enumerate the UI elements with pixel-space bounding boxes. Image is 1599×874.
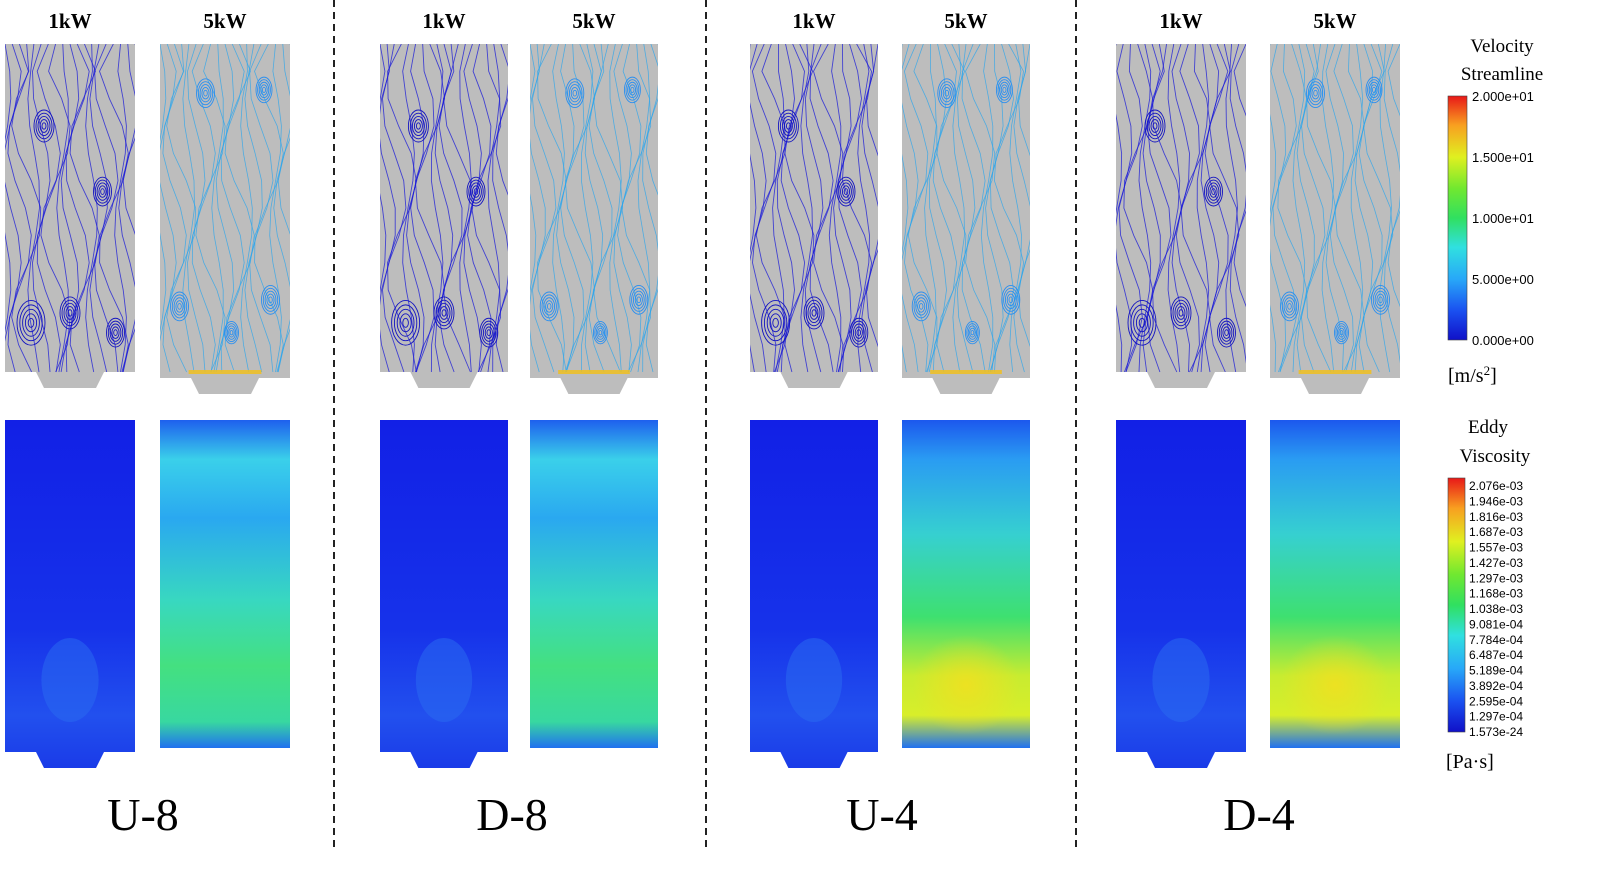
velocity-colorbar xyxy=(1447,95,1468,341)
eddy-panel-d-8-high xyxy=(530,420,658,748)
eddy-panel-u-4-low xyxy=(750,420,878,768)
case-label-u-4: U-4 xyxy=(846,789,918,840)
eddy-tick-label: 2.595e-04 xyxy=(1469,694,1523,708)
col-label-d-8-low: 1kW xyxy=(422,9,465,33)
case-labels: U-8 D-8 U-4 D-4 xyxy=(107,789,1295,840)
col-label-d-8-high: 5kW xyxy=(572,9,615,33)
col-label-u-4-high: 5kW xyxy=(944,9,987,33)
eddy-tick-label: 1.946e-03 xyxy=(1469,494,1523,508)
eddy-ticks: 2.076e-031.946e-03 1.816e-031.687e-03 1.55… xyxy=(1469,479,1523,739)
velocity-tick-label: 1.000e+01 xyxy=(1472,211,1534,226)
velocity-tick-label: 2.000e+01 xyxy=(1472,89,1534,104)
eddy-colorbar xyxy=(1447,477,1466,733)
eddy-tick-label: 1.297e-04 xyxy=(1469,710,1523,724)
velocity-legend: Velocity Streamline 2.000e+01 1.500e+01 1.… xyxy=(1447,36,1543,388)
eddy-tick-label: 2.076e-03 xyxy=(1469,479,1523,493)
col-label-d-4-low: 1kW xyxy=(1159,9,1202,33)
separators xyxy=(333,0,1077,850)
streamline-panel-d-4-low xyxy=(1116,44,1246,388)
panels xyxy=(5,44,1400,768)
eddy-tick-label: 5.189e-04 xyxy=(1469,664,1523,678)
eddy-panel-u-8-high xyxy=(160,420,290,748)
eddy-tick-label: 1.573e-24 xyxy=(1469,725,1523,739)
eddy-tick-label: 1.816e-03 xyxy=(1469,510,1523,524)
eddy-legend-unit: [Pa·s] xyxy=(1446,751,1494,773)
eddy-tick-label: 3.892e-04 xyxy=(1469,679,1523,693)
velocity-legend-title-1: Velocity xyxy=(1470,36,1534,57)
col-label-d-4-high: 5kW xyxy=(1313,9,1356,33)
case-label-d-4: D-4 xyxy=(1223,789,1295,840)
eddy-tick-label: 1.687e-03 xyxy=(1469,525,1523,539)
eddy-tick-label: 1.297e-03 xyxy=(1469,571,1523,585)
velocity-legend-unit: [m/s2] xyxy=(1448,363,1497,388)
eddy-panel-u-8-low xyxy=(5,420,135,768)
velocity-tick-label: 1.500e+01 xyxy=(1472,150,1534,165)
eddy-panel-d-8-low xyxy=(380,420,508,768)
eddy-panel-u-4-high xyxy=(902,420,1030,748)
case-label-u-8: U-8 xyxy=(107,789,179,840)
case-label-d-8: D-8 xyxy=(476,789,548,840)
eddy-tick-label: 9.081e-04 xyxy=(1469,617,1523,631)
velocity-tick-label: 5.000e+00 xyxy=(1472,272,1534,287)
eddy-tick-label: 7.784e-04 xyxy=(1469,633,1523,647)
col-label-u-8-high: 5kW xyxy=(203,9,246,33)
eddy-legend-title-1: Eddy xyxy=(1468,417,1509,438)
streamline-panel-d-8-high xyxy=(530,44,658,394)
streamline-panel-u-4-high xyxy=(902,44,1030,394)
streamline-panel-d-8-low xyxy=(380,44,508,388)
eddy-tick-label: 1.557e-03 xyxy=(1469,541,1523,555)
streamline-panel-u-8-low xyxy=(5,44,135,388)
col-label-u-8-low: 1kW xyxy=(48,9,91,33)
streamline-panel-u-4-low xyxy=(750,44,878,388)
eddy-tick-label: 1.427e-03 xyxy=(1469,556,1523,570)
streamline-panel-d-4-high xyxy=(1270,44,1400,394)
velocity-legend-title-2: Streamline xyxy=(1461,64,1543,85)
velocity-ticks: 2.000e+01 1.500e+01 1.000e+01 5.000e+00 0.00… xyxy=(1472,89,1534,348)
eddy-tick-label: 6.487e-04 xyxy=(1469,648,1523,662)
eddy-legend: Eddy Viscosity 2.076e-031.946e-03 1.816e-… xyxy=(1446,417,1531,773)
eddy-legend-title-2: Viscosity xyxy=(1460,446,1531,467)
column-labels: 1kW 5kW 1kW 5kW 1kW 5kW 1kW 5kW xyxy=(48,9,1356,33)
eddy-panel-d-4-high xyxy=(1270,420,1400,748)
velocity-tick-label: 0.000e+00 xyxy=(1472,333,1534,348)
streamline-panel-u-8-high xyxy=(160,44,290,394)
eddy-panel-d-4-low xyxy=(1116,420,1246,768)
eddy-tick-label: 1.038e-03 xyxy=(1469,602,1523,616)
eddy-tick-label: 1.168e-03 xyxy=(1469,587,1523,601)
col-label-u-4-low: 1kW xyxy=(792,9,835,33)
